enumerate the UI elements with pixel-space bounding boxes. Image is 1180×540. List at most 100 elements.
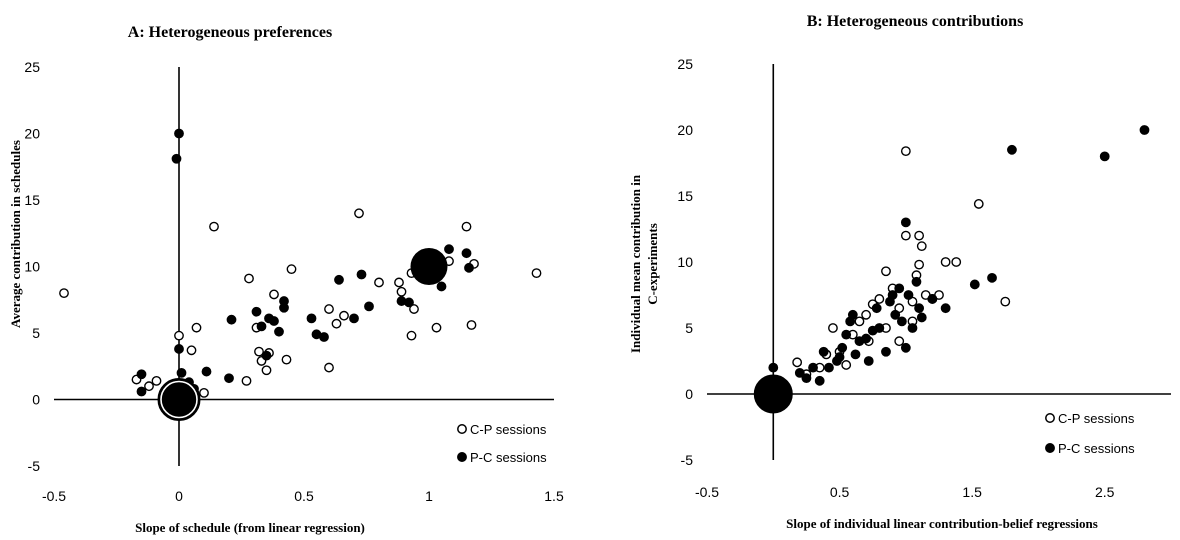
panel-a-x-tick-label: 0 xyxy=(175,488,183,504)
data-point-pc xyxy=(364,301,374,312)
panel-b-y-tick-label: -5 xyxy=(681,452,694,468)
legend-marker-pc xyxy=(1045,443,1055,453)
data-point-cp xyxy=(144,381,154,392)
data-point-cp xyxy=(186,345,197,356)
panel-a-tick-labels: -0.5 0 0.5 1 1.5 -5 0 5 10 15 20 25 xyxy=(24,59,564,504)
data-point-pc xyxy=(850,349,861,360)
data-point-pc xyxy=(349,313,359,324)
data-point-pc xyxy=(224,373,234,384)
data-point-cp xyxy=(916,241,927,252)
panel-b-y-tick-label: 10 xyxy=(677,254,693,270)
data-point-pc xyxy=(887,290,898,300)
panel-a-y-tick-label: 0 xyxy=(32,392,40,408)
panel-a-y-tick-label: 20 xyxy=(24,126,40,142)
data-point-pc xyxy=(256,321,267,332)
legend-marker-cp xyxy=(1045,413,1055,423)
data-point-pc xyxy=(940,303,951,314)
data-point-pc xyxy=(176,367,187,378)
data-point-cp xyxy=(199,387,209,398)
data-point-pc xyxy=(464,262,474,273)
data-point-pc xyxy=(903,290,914,300)
data-point-cp xyxy=(269,289,279,300)
data-point-cp xyxy=(431,322,442,333)
panel-a: A: Heterogeneous preferences Slope of sc… xyxy=(8,24,564,535)
data-point-pc xyxy=(436,281,447,292)
legend-marker-pc xyxy=(457,452,467,462)
panel-b-points xyxy=(753,125,1150,414)
panel-b-xlabel: Slope of individual linear contribution-… xyxy=(786,516,1098,531)
large-marker xyxy=(410,248,448,285)
data-point-pc xyxy=(818,346,829,357)
panel-a-points xyxy=(59,128,542,421)
panel-a-x-tick-label: -0.5 xyxy=(42,488,66,504)
panel-b-x-tick-label: 1.5 xyxy=(962,484,982,500)
panel-a-axes xyxy=(54,67,554,466)
data-point-pc xyxy=(306,313,317,324)
data-point-cp xyxy=(331,318,342,329)
data-point-cp xyxy=(940,257,951,267)
data-point-cp xyxy=(209,221,219,232)
panel-a-y-tick-label: 5 xyxy=(32,325,40,341)
data-point-cp xyxy=(339,310,349,321)
panel-b-tick-labels: -0.5 0.5 1.5 2.5 -5 0 5 10 15 20 25 xyxy=(677,56,1114,500)
data-point-pc xyxy=(900,217,911,228)
data-point-pc xyxy=(461,248,472,259)
legend-label-cp: C-P sessions xyxy=(470,422,547,437)
data-point-cp xyxy=(894,336,905,347)
data-point-pc xyxy=(274,326,284,337)
data-point-pc xyxy=(171,153,182,164)
data-point-cp xyxy=(466,320,477,330)
data-point-pc xyxy=(861,333,871,344)
legend-marker-cp xyxy=(457,424,467,434)
data-point-cp xyxy=(354,208,364,219)
panel-a-title: A: Heterogeneous preferences xyxy=(128,24,332,41)
data-point-pc xyxy=(261,350,272,361)
data-point-pc xyxy=(837,342,848,353)
data-point-cp xyxy=(828,323,838,333)
data-point-cp xyxy=(394,277,404,288)
panel-a-ylabel: Average contribution in schedules xyxy=(8,140,23,328)
panel-b-ylabel-line1: Individual mean contribution in xyxy=(628,174,643,353)
data-point-pc xyxy=(794,367,805,378)
data-point-pc xyxy=(174,128,184,139)
data-point-pc xyxy=(801,373,812,384)
data-point-pc xyxy=(927,294,938,304)
data-point-pc xyxy=(914,303,925,314)
data-point-cp xyxy=(286,264,297,275)
legend-label-pc: P-C sessions xyxy=(470,450,547,465)
data-point-cp xyxy=(244,273,254,284)
panel-b-x-tick-label: 2.5 xyxy=(1095,484,1115,500)
panel-b-legend: C-P sessions P-C sessions xyxy=(1045,411,1135,456)
panel-a-y-tick-label: 15 xyxy=(24,192,40,208)
data-point-cp xyxy=(874,294,885,304)
data-point-cp xyxy=(374,277,384,288)
data-point-pc xyxy=(969,279,980,290)
data-point-pc xyxy=(404,297,414,308)
data-point-pc xyxy=(987,272,997,283)
data-point-cp xyxy=(59,288,69,298)
data-point-cp xyxy=(854,316,865,327)
large-marker xyxy=(157,378,201,421)
data-point-cp xyxy=(973,199,984,209)
panel-b-y-tick-label: 0 xyxy=(685,386,693,402)
panel-b-y-tick-label: 15 xyxy=(677,188,693,204)
data-point-pc xyxy=(863,356,874,366)
panel-b-y-tick-label: 20 xyxy=(677,122,693,138)
data-point-pc xyxy=(834,352,845,362)
data-point-pc xyxy=(319,332,329,342)
data-point-pc xyxy=(894,283,905,294)
data-point-cp xyxy=(861,309,871,320)
data-point-pc xyxy=(334,274,344,285)
data-point-pc xyxy=(1099,151,1110,162)
panel-a-x-tick-label: 0.5 xyxy=(294,488,314,504)
data-point-pc xyxy=(251,306,262,317)
data-point-cp xyxy=(406,330,417,341)
data-point-pc xyxy=(136,386,147,397)
data-point-pc xyxy=(890,309,901,320)
data-point-cp xyxy=(900,230,911,241)
data-point-pc xyxy=(916,312,927,323)
data-point-pc xyxy=(201,366,212,377)
data-point-cp xyxy=(881,266,891,277)
data-point-pc xyxy=(226,314,237,325)
panel-a-y-tick-label: 10 xyxy=(24,259,40,275)
